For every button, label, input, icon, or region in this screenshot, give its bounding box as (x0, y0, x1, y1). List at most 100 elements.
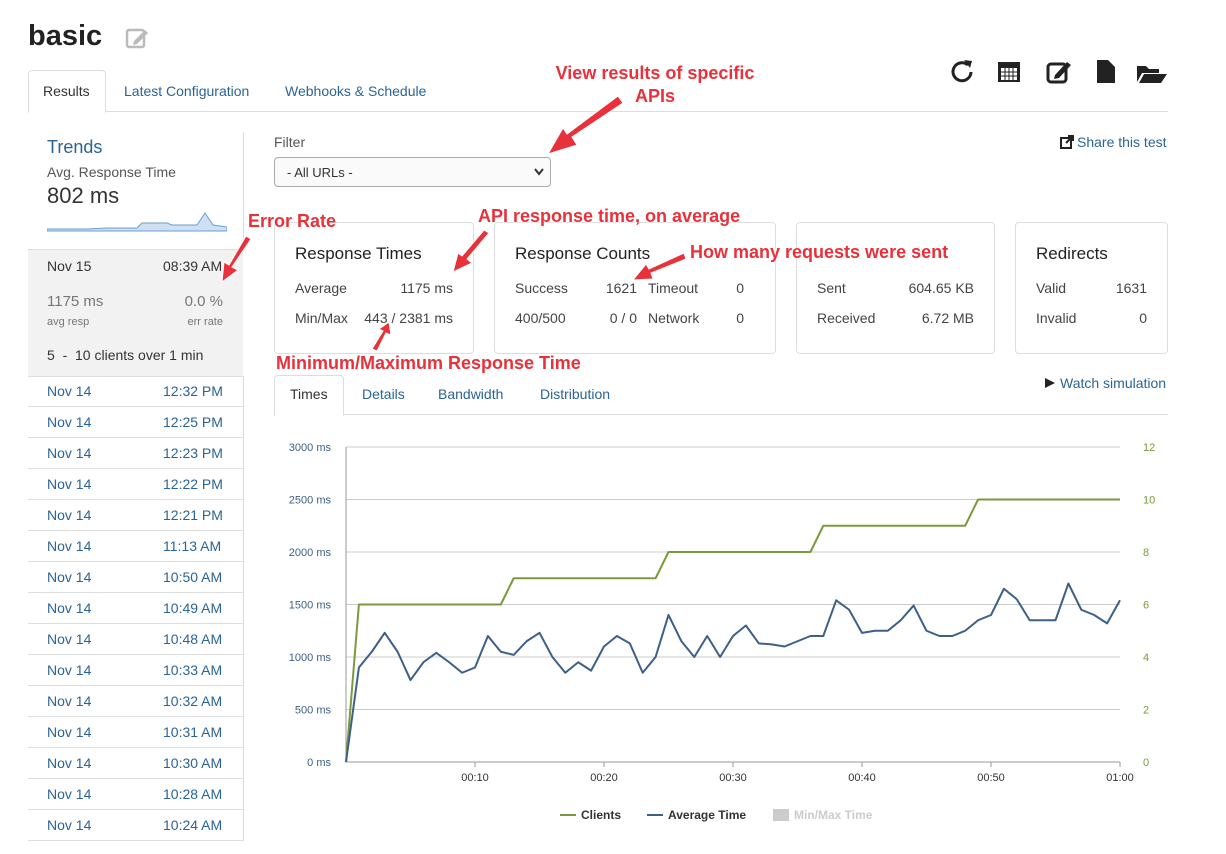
run-row[interactable]: Nov 14 10:32 AM (28, 686, 244, 717)
y2-tick-label: 12 (1143, 442, 1155, 454)
run-time: 10:50 AM (163, 569, 223, 585)
card-value: 1175 ms (400, 280, 453, 296)
tab-line (28, 111, 1168, 112)
run-row[interactable]: Nov 14 10:31 AM (28, 717, 244, 748)
run-avg-label: avg resp (47, 316, 90, 328)
run-date: Nov 14 (47, 693, 92, 709)
run-row[interactable]: Nov 14 12:22 PM (28, 469, 244, 500)
run-err: 0.0 % (184, 293, 223, 310)
run-time: 10:28 AM (163, 786, 223, 802)
run-time: 10:33 AM (163, 662, 223, 678)
tab[interactable]: Webhooks & Schedule (285, 83, 427, 99)
folder-icon[interactable] (1137, 66, 1167, 83)
trends-value: 802 ms (47, 183, 120, 208)
watch-link[interactable]: Watch simulation (1060, 375, 1167, 391)
x-tick-label: 00:20 (590, 772, 618, 784)
run-time: 10:31 AM (163, 724, 223, 740)
run-date: Nov 14 (47, 662, 92, 678)
run-row[interactable]: Nov 14 10:30 AM (28, 748, 244, 779)
y2-tick-label: 8 (1143, 547, 1149, 559)
run-time: 10:30 AM (163, 755, 223, 771)
y2-tick-label: 4 (1143, 652, 1149, 664)
annotation: Minimum/Maximum Response Time (276, 353, 581, 373)
edit-icon[interactable] (1046, 62, 1071, 84)
run-row[interactable]: Nov 14 12:23 PM (28, 438, 244, 469)
run-row[interactable]: Nov 14 11:13 AM (28, 531, 244, 562)
y-tick-label: 500 ms (295, 705, 332, 717)
edit-icon[interactable] (125, 26, 151, 50)
run-err-label: err rate (187, 316, 223, 328)
y2-tick-label: 6 (1143, 600, 1149, 612)
run-date: Nov 14 (47, 383, 92, 399)
card-value: 1631 (1115, 280, 1147, 296)
run-row[interactable]: Nov 14 10:28 AM (28, 779, 244, 810)
run-time: 12:22 PM (163, 476, 223, 492)
run-row[interactable]: Nov 14 12:21 PM (28, 500, 244, 531)
y2-tick-label: 10 (1143, 495, 1155, 507)
y2-tick-label: 0 (1143, 757, 1149, 769)
run-date: Nov 14 (47, 445, 92, 461)
run-row[interactable]: Nov 14 10:33 AM (28, 655, 244, 686)
legend-swatch (773, 809, 789, 821)
y-tick-label: 2000 ms (289, 547, 332, 559)
x-tick-label: 00:40 (848, 772, 876, 784)
run-date: Nov 14 (47, 755, 92, 771)
subtab[interactable]: Times (290, 386, 328, 402)
file-icon[interactable] (1097, 60, 1115, 83)
share-link[interactable]: Share this test (1077, 134, 1167, 150)
card-label: Network (648, 310, 700, 326)
stat-card: Sent 604.65 KB Received 6.72 MB (796, 222, 995, 354)
card-value: 604.65 KB (908, 280, 974, 296)
subtab[interactable]: Details (362, 386, 405, 402)
run-date: Nov 14 (47, 631, 92, 647)
selected-run[interactable] (28, 249, 243, 377)
series-line (345, 582, 1121, 763)
x-tick-label: 00:50 (977, 772, 1005, 784)
card-title: Response Counts (515, 244, 651, 263)
run-time: 12:32 PM (163, 383, 223, 399)
url-select[interactable]: - All URLs - (274, 157, 551, 187)
tab[interactable]: Results (43, 83, 90, 99)
card-label: Received (817, 310, 876, 326)
calendar-icon[interactable] (998, 62, 1020, 82)
run-date: Nov 14 (47, 414, 92, 430)
run-time: 12:21 PM (163, 507, 223, 523)
run-time: 12:23 PM (163, 445, 223, 461)
trends-title[interactable]: Trends (47, 137, 103, 157)
filter-label: Filter (274, 134, 306, 150)
run-date: Nov 14 (47, 724, 92, 740)
run-row[interactable]: Nov 14 10:48 AM (28, 624, 244, 655)
subtab[interactable]: Distribution (540, 386, 611, 402)
tab-active[interactable] (28, 70, 106, 113)
annotation: View results of specific APIs (555, 63, 755, 106)
run-time: 10:24 AM (163, 817, 223, 833)
card-title: Redirects (1036, 244, 1108, 263)
card-value: 0 / 0 (609, 310, 637, 326)
card-value: 443 / 2381 ms (364, 310, 453, 326)
subtab[interactable]: Bandwidth (438, 386, 504, 402)
card-value: 0 (1139, 310, 1147, 326)
subtab-active[interactable] (274, 375, 344, 416)
run-row[interactable]: Nov 14 10:24 AM (28, 810, 244, 841)
play-icon (1045, 378, 1055, 388)
card-value: 6.72 MB (921, 310, 974, 326)
stat-card: Response Counts Success 1621 Timeout 0 400/50… (494, 222, 776, 354)
run-time: 12:25 PM (163, 414, 223, 430)
y-tick-label: 1500 ms (289, 600, 332, 612)
run-row[interactable]: Nov 14 10:49 AM (28, 593, 244, 624)
run-row[interactable]: Nov 14 12:25 PM (28, 407, 244, 438)
toolbar-icons (951, 60, 1167, 84)
run-row[interactable]: Nov 14 12:32 PM (28, 376, 244, 407)
run-row[interactable]: Nov 14 10:50 AM (28, 562, 244, 593)
y-tick-label: 0 ms (307, 757, 331, 769)
legend-label: Clients (581, 808, 621, 822)
tab[interactable]: Latest Configuration (124, 83, 250, 99)
y-tick-label: 3000 ms (289, 442, 332, 454)
trends-subtitle: Avg. Response Time (47, 164, 176, 180)
run-time: 10:32 AM (163, 693, 223, 709)
run-time: 08:39 AM (163, 258, 223, 274)
refresh-icon[interactable] (951, 61, 973, 83)
card-value: 0 (736, 280, 744, 296)
run-time: 11:13 AM (163, 538, 222, 554)
card-label: Valid (1036, 280, 1067, 296)
